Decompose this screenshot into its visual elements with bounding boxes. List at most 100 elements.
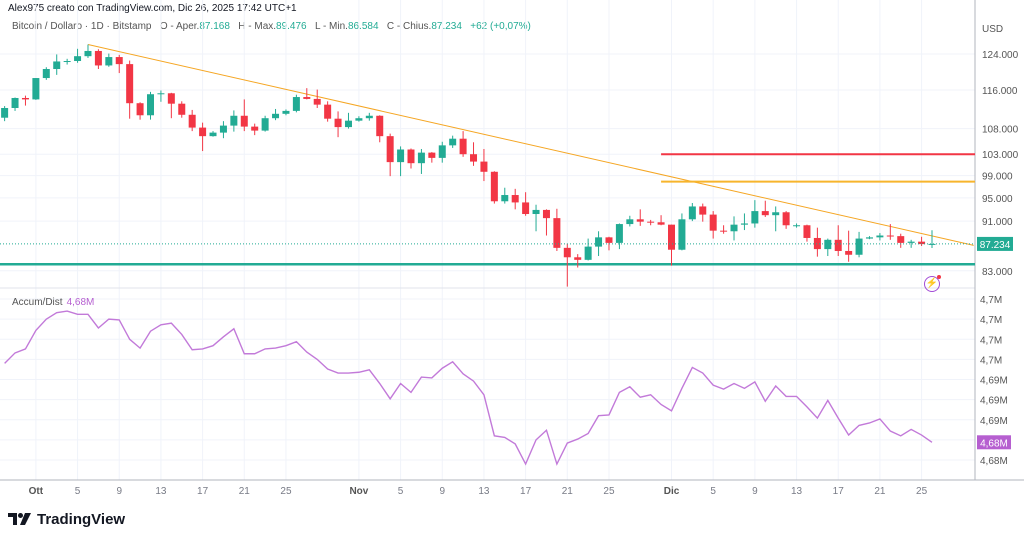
candle [490,171,498,204]
candle-body [490,171,498,202]
date-tick-label: 13 [791,486,803,497]
price-tick-label: 103.000 [982,150,1019,161]
trendline [87,44,974,246]
candle [178,101,186,118]
candle [261,115,269,132]
candle-body [219,125,227,133]
candle-body [511,195,519,203]
candle [74,48,82,63]
candle [230,110,238,132]
candle [313,89,321,108]
indicator-tick-label: 4,69M [980,416,1008,427]
candle [542,209,550,236]
candle [459,131,467,157]
candle [865,236,873,240]
candle-body [292,97,300,111]
candle-body [272,113,280,119]
candle-body [595,237,603,247]
candle-body [449,138,457,146]
candle-body [94,50,102,66]
candle-body [845,250,853,255]
indicator-current-badge [977,435,1011,450]
candle [553,208,561,251]
candle-body [147,94,154,116]
date-tick-label: 25 [280,486,292,497]
indicator-tick-label: 4,69M [980,376,1008,387]
candle-body [751,211,759,224]
candle [897,233,905,248]
candle-body [865,237,873,239]
candle-body [824,239,832,250]
date-tick-label: 13 [478,486,490,497]
candle [584,238,592,261]
candle [188,109,196,132]
candle [251,123,259,136]
candle [376,115,384,143]
candle-body [459,138,467,155]
candle-body [230,115,238,126]
date-tick-label: 5 [710,486,716,497]
date-tick-label: 21 [874,486,886,497]
candle-body [251,126,259,131]
candle [605,236,613,251]
candle [678,213,686,251]
indicator-tick-label: 4,68M [980,456,1008,467]
symbol-name: Bitcoin / Dollaro · 1D · Bitstamp [12,21,152,32]
candle [886,224,894,240]
candle-body [480,161,488,172]
candle-body [199,127,207,137]
date-tick-label: 5 [75,486,81,497]
candle [147,91,154,120]
date-tick-label: Dic [664,486,680,497]
candle [417,148,425,174]
low-value: 86.584 [347,21,379,32]
candle [115,54,123,74]
candle [480,148,488,182]
candle [751,200,759,228]
candle-body [636,219,644,222]
candle [449,135,457,148]
candle-body [793,225,801,227]
candle [855,231,863,258]
lightning-icon[interactable]: ⚡ [924,275,941,292]
candle [532,204,540,232]
tradingview-logo-icon [8,512,31,525]
candle-body [63,61,71,63]
candle-body [428,152,436,158]
close-value: 87.234 [431,21,462,32]
candle [365,112,373,121]
candle-body [709,214,717,231]
current-price-badge [977,236,1013,251]
candle-body [897,236,905,243]
candle [136,102,144,120]
candle [824,238,832,257]
candle-body [740,223,748,225]
candle-body [136,103,144,116]
candle-body [668,224,675,250]
candle [907,239,915,248]
candle [615,223,623,250]
candle [272,108,280,121]
candle [647,219,655,226]
candle-body [928,243,936,245]
indicator-name: Accum/Dist [12,297,63,308]
symbol-legend: Bitcoin / Dollaro · 1D · Bitstamp O - Ap… [12,21,531,32]
candle [32,78,40,100]
candle-body [761,211,769,216]
candle-body [303,97,311,99]
candle [407,148,415,169]
candle-body [334,118,342,128]
candle [688,202,696,222]
candle [699,203,707,222]
candle [94,49,102,70]
candle [84,44,92,58]
candle [876,233,884,241]
candle-body [11,97,19,108]
indicator-tick-label: 4,69M [980,396,1008,407]
candle-body [699,206,707,215]
candle-body [782,212,790,226]
candle-body [324,104,332,119]
indicator-tick-label: 4,7M [980,335,1002,346]
price-tick-label: 91.000 [982,217,1013,228]
